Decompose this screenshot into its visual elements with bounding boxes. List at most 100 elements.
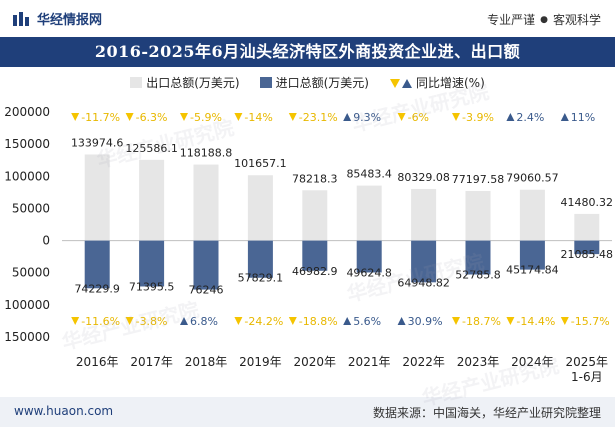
x-tick-label: 2020年 [294, 355, 337, 369]
import-bar [193, 240, 219, 290]
legend-item-yoy[interactable]: 同比增速(%) [389, 74, 485, 91]
import-bar [139, 240, 165, 287]
import-yoy-label: -15.7% [571, 315, 610, 328]
import-bar [574, 240, 600, 255]
export-value-label: 77197.58 [452, 173, 505, 186]
export-bar [139, 159, 165, 241]
import-value-label: 52785.8 [455, 269, 501, 282]
chart-legend: 出口总额(万美元) 进口总额(万美元) 同比增速(%) [0, 74, 615, 91]
export-bar [411, 188, 437, 241]
export-value-label: 79060.57 [506, 172, 559, 185]
import-yoy-label: -18.7% [462, 315, 501, 328]
y-tick-label: 200000 [4, 105, 50, 119]
legend-item-export[interactable]: 出口总额(万美元) [130, 74, 240, 91]
export-yoy-label: -14% [244, 111, 272, 124]
import-value-label: 45174.84 [506, 264, 559, 277]
export-yoy-label: 11% [571, 111, 595, 124]
import-value-label: 46982.9 [292, 265, 338, 278]
import-yoy-label: -3.8% [136, 315, 168, 328]
footer: www.huaon.com 数据来源：中国海关，华经产业研究院整理 [0, 397, 615, 427]
export-yoy-label: -11.7% [81, 111, 120, 124]
import-yoy-label: -14.4% [516, 315, 555, 328]
export-bar [356, 185, 382, 241]
export-yoy-label: -6% [408, 111, 429, 124]
import-yoy-label: -11.6% [81, 315, 120, 328]
export-yoy-label: 9.3% [353, 111, 381, 124]
chart-title: 2016-2025年6月汕头经济特区外商投资企业进、出口额 [0, 37, 615, 67]
import-bar [302, 240, 328, 271]
export-yoy-arrow-icon [452, 113, 460, 121]
footer-website[interactable]: www.huaon.com [14, 404, 114, 418]
export-yoy-label: -5.9% [190, 111, 222, 124]
legend-swatch-import [259, 77, 272, 88]
import-bar [465, 240, 491, 275]
import-yoy-arrow-icon [234, 317, 243, 325]
x-tick-label: 2016年 [76, 355, 119, 369]
legend-yoy-triangles-icon [389, 78, 412, 88]
footer-source: 数据来源：中国海关，华经产业研究院整理 [372, 406, 601, 420]
x-tick-label: 2017年 [130, 355, 173, 369]
export-yoy-arrow-icon [71, 113, 80, 121]
export-bar [193, 164, 219, 241]
x-tick-label: 2025年 [566, 355, 609, 369]
import-yoy-arrow-icon [452, 317, 460, 325]
import-yoy-label: 6.8% [190, 315, 218, 328]
export-yoy-label: -23.1% [299, 111, 338, 124]
legend-label-yoy: 同比增速(%) [415, 76, 485, 90]
x-tick-label: 2018年 [185, 355, 228, 369]
x-tick-label: 2024年 [511, 355, 554, 369]
y-tick-label: 100000 [4, 169, 50, 183]
import-value-label: 74229.9 [74, 282, 120, 295]
import-value-label: 64948.82 [397, 276, 450, 289]
export-yoy-arrow-icon [180, 113, 188, 121]
export-value-label: 41480.32 [561, 196, 614, 209]
export-yoy-label: -3.9% [462, 111, 494, 124]
export-bar [302, 190, 328, 241]
slogan-dot-icon: ● [540, 14, 548, 25]
import-yoy-arrow-icon [560, 317, 569, 325]
export-yoy-arrow-icon [560, 113, 569, 121]
import-value-label: 21085.48 [561, 248, 614, 261]
import-bar [356, 240, 382, 273]
export-yoy-arrow-icon [288, 113, 297, 121]
export-yoy-arrow-icon [125, 113, 134, 121]
legend-swatch-export [130, 77, 143, 88]
import-yoy-arrow-icon [71, 317, 80, 325]
import-yoy-arrow-icon [506, 317, 515, 325]
import-yoy-arrow-icon [125, 317, 134, 325]
export-yoy-arrow-icon [397, 113, 406, 121]
y-tick-label: 0 [42, 234, 50, 248]
import-bar [519, 240, 545, 270]
import-value-label: 71395.5 [129, 280, 175, 293]
import-yoy-label: 30.9% [408, 315, 443, 328]
x-tick-label: 2021年 [348, 355, 391, 369]
export-value-label: 118188.8 [180, 147, 233, 160]
import-value-label: 49624.8 [346, 266, 392, 279]
top-bar: 华经情报网 专业严谨 ● 客观科学 [0, 0, 615, 37]
y-tick-label: 50000 [12, 201, 50, 215]
x-tick-label: 2019年 [239, 355, 282, 369]
import-value-label: 57829.1 [238, 272, 284, 285]
export-yoy-arrow-icon [506, 113, 515, 121]
x-tick-label: 2022年 [402, 355, 445, 369]
export-bar [247, 175, 273, 241]
legend-item-import[interactable]: 进口总额(万美元) [259, 74, 369, 91]
brand[interactable]: 华经情报网 [13, 9, 102, 28]
export-bar [84, 154, 110, 241]
import-yoy-arrow-icon [343, 317, 352, 325]
import-value-label: 76246 [189, 284, 224, 297]
import-yoy-label: -18.8% [299, 315, 338, 328]
legend-label-import: 进口总额(万美元) [275, 76, 369, 90]
brand-logo-icon [13, 11, 29, 26]
export-yoy-arrow-icon [343, 113, 352, 121]
y-tick-label: 150000 [4, 330, 50, 344]
brand-name: 华经情报网 [37, 13, 103, 28]
export-value-label: 85483.4 [346, 168, 392, 181]
import-yoy-arrow-icon [397, 317, 406, 325]
import-yoy-arrow-icon [288, 317, 297, 325]
export-yoy-label: -6.3% [136, 111, 168, 124]
export-value-label: 78218.3 [292, 172, 338, 185]
export-yoy-arrow-icon [234, 113, 243, 121]
export-yoy-label: 2.4% [516, 111, 544, 124]
